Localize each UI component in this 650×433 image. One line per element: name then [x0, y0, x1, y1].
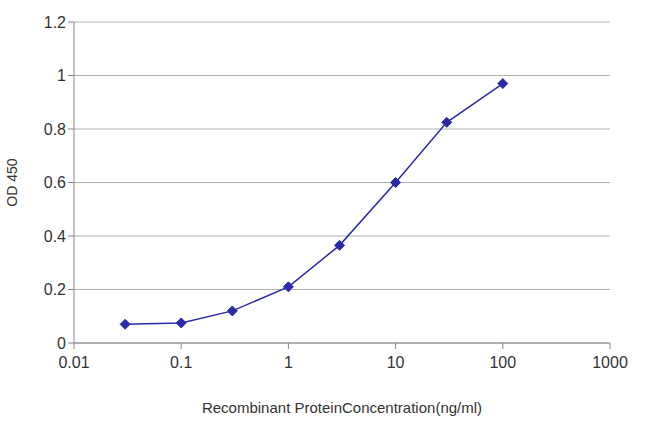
svg-text:1: 1: [57, 67, 66, 84]
svg-text:0.8: 0.8: [44, 121, 66, 138]
svg-text:Recombinant ProteinConcentrati: Recombinant ProteinConcentration(ng/ml): [202, 399, 482, 416]
svg-text:100: 100: [489, 354, 516, 371]
svg-text:OD 450: OD 450: [8, 158, 20, 206]
svg-text:0.6: 0.6: [44, 174, 66, 191]
svg-text:1: 1: [284, 354, 293, 371]
svg-text:0.2: 0.2: [44, 281, 66, 298]
svg-text:0.01: 0.01: [58, 354, 89, 371]
svg-text:1.2: 1.2: [44, 14, 66, 31]
svg-text:1000: 1000: [592, 354, 628, 371]
svg-text:0.1: 0.1: [170, 354, 192, 371]
svg-text:10: 10: [387, 354, 405, 371]
svg-text:0: 0: [57, 335, 66, 352]
svg-text:0.4: 0.4: [44, 228, 66, 245]
